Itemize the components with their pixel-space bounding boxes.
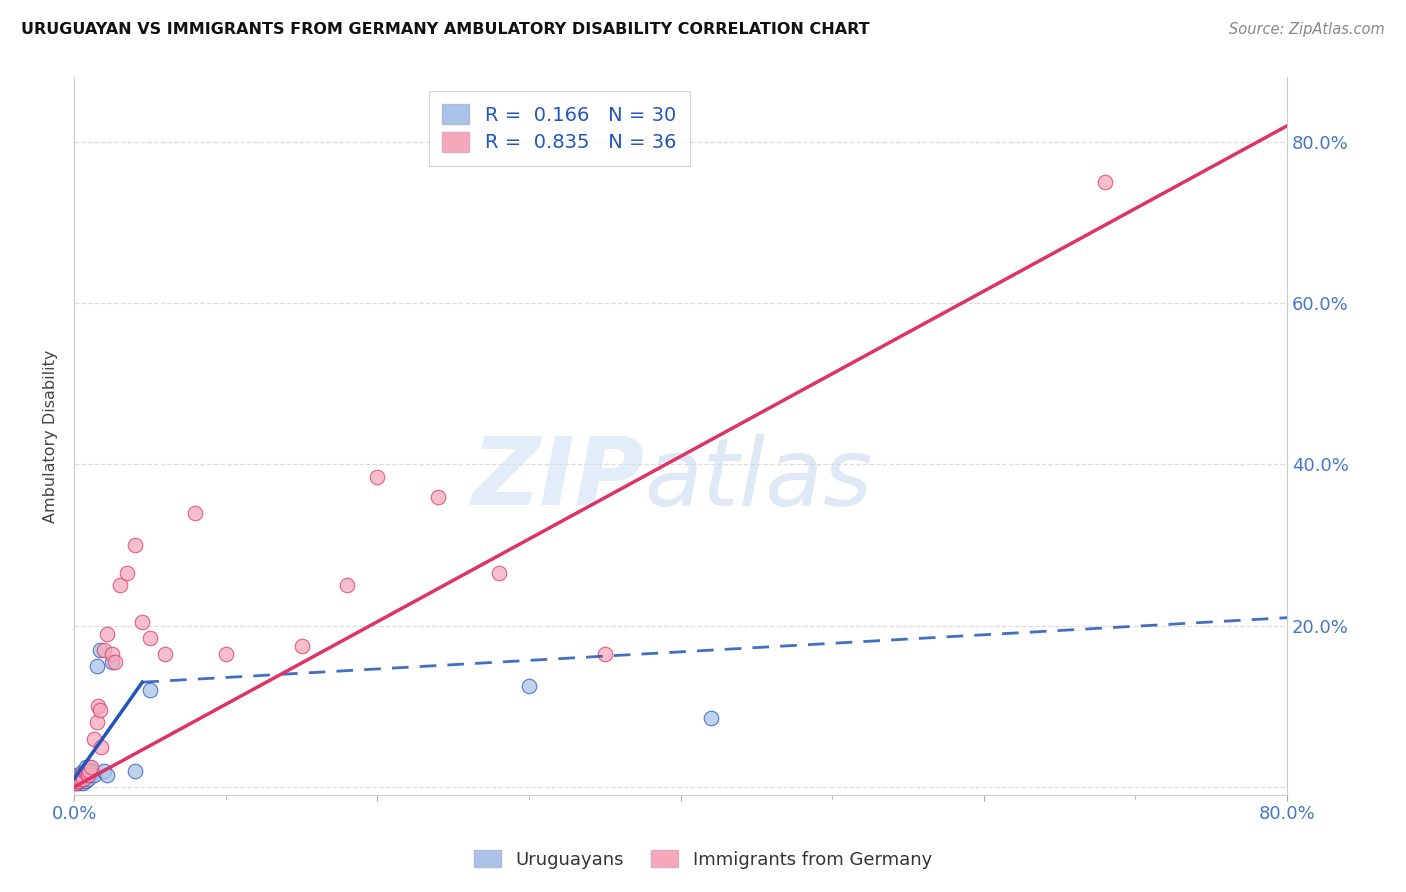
Point	[87, 699, 110, 714]
Point	[72, 772, 94, 786]
Point	[77, 760, 100, 774]
Point	[82, 764, 104, 778]
Y-axis label: Ambulatory Disability: Ambulatory Disability	[44, 350, 58, 523]
Point	[115, 566, 138, 581]
Point	[73, 764, 96, 778]
Point	[75, 760, 97, 774]
Point	[65, 776, 87, 790]
Point	[153, 647, 176, 661]
Point	[75, 764, 97, 778]
Point	[73, 765, 96, 780]
Point	[66, 768, 89, 782]
Point	[70, 772, 93, 786]
Point	[67, 772, 90, 786]
Point	[366, 469, 388, 483]
Point	[517, 679, 540, 693]
Point	[96, 768, 118, 782]
Point	[66, 773, 89, 788]
Point	[66, 773, 89, 788]
Point	[488, 566, 510, 581]
Point	[96, 627, 118, 641]
Point	[139, 683, 162, 698]
Point	[90, 739, 112, 754]
Point	[76, 772, 98, 786]
Point	[73, 773, 96, 788]
Point	[101, 655, 124, 669]
Text: URUGUAYAN VS IMMIGRANTS FROM GERMANY AMBULATORY DISABILITY CORRELATION CHART: URUGUAYAN VS IMMIGRANTS FROM GERMANY AMB…	[21, 22, 870, 37]
Point	[93, 643, 115, 657]
Point	[215, 647, 238, 661]
Point	[86, 715, 108, 730]
Point	[75, 768, 97, 782]
Point	[427, 490, 450, 504]
Point	[83, 768, 105, 782]
Point	[93, 764, 115, 778]
Point	[67, 770, 90, 784]
Point	[67, 773, 90, 788]
Point	[124, 538, 146, 552]
Point	[72, 768, 94, 782]
Point	[83, 731, 105, 746]
Text: atlas: atlas	[644, 434, 873, 524]
Point	[69, 770, 91, 784]
Point	[336, 578, 359, 592]
Legend: Uruguayans, Immigrants from Germany: Uruguayans, Immigrants from Germany	[467, 843, 939, 876]
Point	[69, 773, 91, 788]
Point	[1094, 175, 1116, 189]
Text: ZIP: ZIP	[471, 434, 644, 525]
Legend: R =  0.166   N = 30, R =  0.835   N = 36: R = 0.166 N = 30, R = 0.835 N = 36	[429, 91, 690, 166]
Point	[131, 615, 153, 629]
Point	[700, 711, 723, 725]
Point	[101, 647, 124, 661]
Point	[80, 760, 103, 774]
Point	[108, 578, 131, 592]
Point	[65, 776, 87, 790]
Point	[124, 764, 146, 778]
Point	[80, 768, 103, 782]
Point	[70, 768, 93, 782]
Point	[290, 639, 312, 653]
Text: Source: ZipAtlas.com: Source: ZipAtlas.com	[1229, 22, 1385, 37]
Point	[89, 703, 111, 717]
Point	[86, 659, 108, 673]
Point	[104, 655, 127, 669]
Point	[89, 643, 111, 657]
Point	[593, 647, 616, 661]
Point	[70, 765, 93, 780]
Point	[77, 764, 100, 778]
Point	[67, 776, 90, 790]
Point	[76, 768, 98, 782]
Point	[139, 631, 162, 645]
Point	[72, 776, 94, 790]
Point	[69, 772, 91, 786]
Point	[184, 506, 207, 520]
Point	[77, 765, 100, 780]
